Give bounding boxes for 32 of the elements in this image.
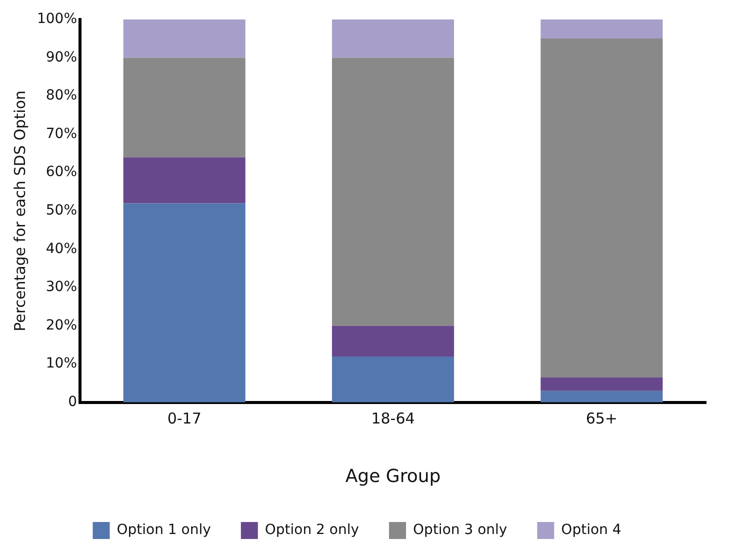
legend-label: Option 4	[561, 522, 622, 538]
y-tick-label: 40%	[46, 240, 78, 257]
x-tick-label: 18-64	[371, 409, 415, 428]
y-tick-label: 50%	[46, 202, 78, 219]
legend-label: Option 3 only	[413, 522, 508, 538]
bar	[123, 203, 246, 402]
bar	[332, 19, 454, 58]
x-axis-title: Age Group	[345, 466, 441, 487]
y-tick-label: 30%	[46, 279, 78, 296]
bar	[540, 378, 663, 391]
bar	[123, 58, 246, 158]
x-tick-label: 65+	[586, 409, 618, 428]
bar	[332, 58, 454, 326]
legend-label: Option 2 only	[264, 522, 360, 538]
bar	[123, 19, 246, 58]
y-tick-label: 100%	[36, 11, 78, 28]
bar	[123, 157, 246, 204]
bar	[540, 38, 663, 378]
y-tick-label: 10%	[46, 356, 78, 372]
bar	[540, 19, 663, 39]
y-tick-label: 0	[68, 394, 78, 410]
y-tick-label: 70%	[46, 126, 78, 142]
y-axis-title: Percentage for each SDS Option	[10, 90, 29, 332]
y-tick-label: 60%	[46, 164, 78, 180]
y-tick-label: 90%	[46, 49, 78, 66]
y-tick-label: 20%	[46, 317, 78, 334]
bar	[332, 326, 454, 356]
bar	[540, 390, 663, 402]
legend-label: Option 1 only	[116, 522, 211, 538]
x-tick-label: 0-17	[167, 409, 202, 428]
y-tick-label: 80%	[46, 88, 78, 104]
bar	[332, 356, 454, 402]
